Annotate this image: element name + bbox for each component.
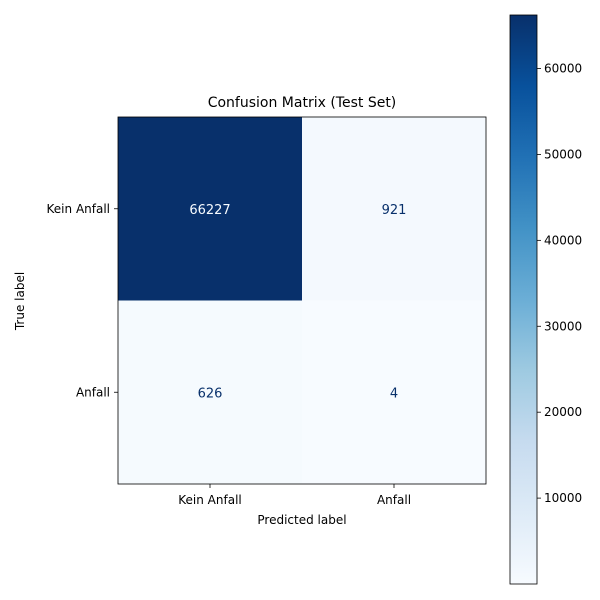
y-tick-label: Anfall <box>76 385 110 399</box>
cell-value-label-0-0: 66227 <box>189 203 230 218</box>
plot-frame <box>117 116 487 485</box>
colorbar-tick-label: 50000 <box>544 147 582 161</box>
colorbar-tick-label: 20000 <box>544 405 582 419</box>
x-tick-label: Kein Anfall <box>178 493 241 507</box>
colorbar-tick-label: 10000 <box>544 491 582 505</box>
chart-title: Confusion Matrix (Test Set) <box>208 95 397 111</box>
matrix-cell-1-1 <box>302 300 486 484</box>
x-axis-label: Predicted label <box>257 513 346 527</box>
x-tick-label: Anfall <box>377 493 411 507</box>
y-tick-label: Kein Anfall <box>47 202 110 216</box>
cell-value-label-1-1: 4 <box>390 386 398 401</box>
cell-value-label-1-0: 626 <box>198 386 223 401</box>
matrix-cell-0-0 <box>118 117 302 301</box>
colorbar <box>509 14 538 585</box>
colorbar-tick-label: 40000 <box>544 233 582 247</box>
colorbar-tick-label: 60000 <box>544 62 582 76</box>
matrix-cell-1-0 <box>118 300 302 484</box>
y-axis-label: True label <box>13 272 27 331</box>
colorbar-tick-label: 30000 <box>544 319 582 333</box>
cell-value-label-0-1: 921 <box>382 203 407 218</box>
matrix-cell-0-1 <box>302 117 486 301</box>
